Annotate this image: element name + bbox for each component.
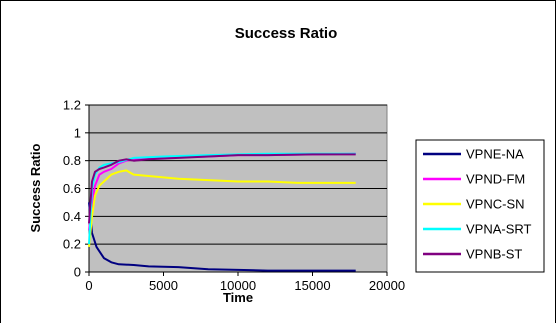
y-tick-label: 0.8: [63, 153, 81, 168]
series-lines: [88, 152, 356, 272]
legend: VPNE-NA VPND-FM VPNC-SN VPNA-SRT VPNB-ST: [415, 139, 545, 273]
y-tick-label: 0.6: [63, 181, 81, 196]
x-tick-label: 20000: [369, 278, 405, 293]
legend-label-vpna-srt: VPNA-SRT: [466, 222, 532, 237]
legend-label-vpnc-sn: VPNC-SN: [466, 197, 525, 212]
x-axis: 0 5000 10000 15000 20000: [85, 105, 405, 293]
x-tick-label: 5000: [149, 278, 178, 293]
x-tick-label: 10000: [220, 278, 256, 293]
y-axis: 0 0.2 0.4 0.6 0.8 1 1.2: [63, 98, 89, 280]
series-line-vpnb-st: [88, 153, 356, 224]
series-line-vpne-na: [88, 202, 356, 272]
chart-title: Success Ratio: [235, 25, 338, 42]
x-axis-label: Time: [223, 290, 253, 305]
series-line-vpnc-sn: [88, 169, 356, 247]
y-axis-label: Success Ratio: [28, 144, 43, 233]
legend-box: [415, 139, 545, 273]
y-tick-label: 0: [74, 265, 81, 280]
x-tick-label: 15000: [294, 278, 330, 293]
legend-label-vpnd-fm: VPND-FM: [466, 172, 525, 187]
legend-label-vpne-na: VPNE-NA: [466, 147, 524, 162]
y-tick-label: 1.2: [63, 98, 81, 113]
legend-label-vpnb-st: VPNB-ST: [466, 247, 522, 262]
y-tick-label: 1: [74, 125, 81, 140]
x-tick-label: 0: [85, 278, 92, 293]
y-tick-label: 0.4: [63, 209, 81, 224]
y-tick-label: 0.2: [63, 237, 81, 252]
